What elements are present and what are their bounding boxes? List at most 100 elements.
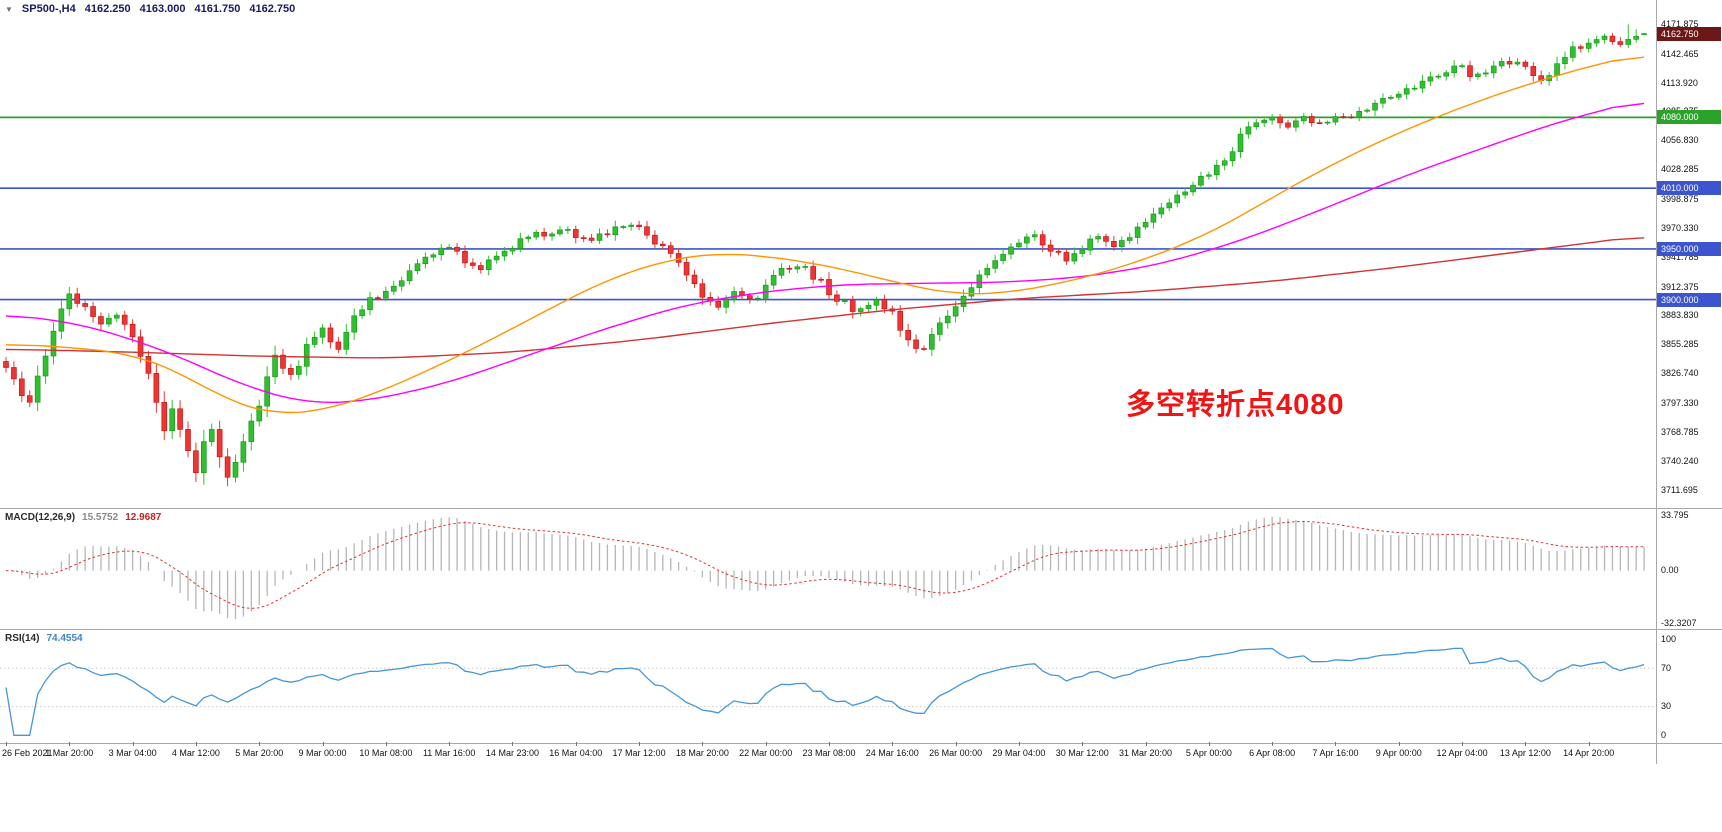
- price-axis[interactable]: 4171.8754142.4654113.9204085.3754056.830…: [1657, 0, 1722, 764]
- macd-scale-label: -32.3207: [1661, 617, 1697, 628]
- price-level-label-3900.000: 3900.000: [1657, 292, 1721, 307]
- price-level-label-3950.000: 3950.000: [1657, 241, 1721, 256]
- time-axis-label: 13 Apr 12:00: [1499, 748, 1551, 758]
- price-axis-label: 4113.920: [1661, 77, 1698, 88]
- high-value: 4163.000: [139, 3, 186, 15]
- collapse-indicators-button[interactable]: ▼: [5, 4, 13, 14]
- time-axis-label: 7 Apr 16:00: [1312, 748, 1359, 758]
- close-value: 4162.750: [249, 3, 296, 15]
- price-axis-label: 3883.830: [1661, 310, 1699, 321]
- pane-separator[interactable]: [0, 629, 1722, 630]
- price-level-label-4162.750: 4162.750: [1657, 26, 1721, 41]
- price-level-label-4010.000: 4010.000: [1657, 181, 1721, 196]
- time-axis-label: 1 Mar 20:00: [45, 748, 94, 758]
- time-axis-tick: [1462, 742, 1464, 746]
- time-axis-tick: [259, 742, 261, 746]
- time-axis-tick: [702, 742, 704, 746]
- rsi-value: 74.4554: [46, 633, 83, 644]
- price-axis-label: 4171.875: [1661, 18, 1699, 29]
- pane-separator[interactable]: [0, 743, 1722, 744]
- pane-separator[interactable]: [0, 508, 1722, 509]
- time-axis-label: 18 Mar 20:00: [675, 748, 729, 758]
- price-axis-border: [1656, 0, 1657, 764]
- time-axis-tick: [765, 742, 767, 746]
- chart-header: ▼ SP500-,H4 4162.250 4163.000 4161.750 4…: [5, 3, 295, 15]
- time-axis-label: 14 Mar 23:00: [485, 748, 539, 758]
- time-axis-tick: [132, 742, 134, 746]
- time-axis-tick: [829, 742, 830, 746]
- price-axis-label: 3941.785: [1661, 251, 1699, 262]
- macd-pane-label: MACD(12,26,9) 15.5752 12.9687: [5, 512, 161, 523]
- time-axis-tick: [1145, 742, 1147, 746]
- time-axis-tick: [1272, 742, 1274, 746]
- time-axis-label: 9 Apr 00:00: [1375, 748, 1422, 758]
- chart-annotation-text[interactable]: 多空转折点4080: [1126, 389, 1345, 421]
- ma-slow-line[interactable]: [5, 237, 1645, 359]
- open-value: 4162.250: [84, 3, 131, 15]
- time-axis-tick: [955, 742, 957, 746]
- time-axis-tick: [449, 742, 451, 746]
- rsi-indicator-canvas[interactable]: [0, 630, 1656, 743]
- time-axis-tick: [892, 742, 894, 746]
- time-axis-label: 6 Apr 08:00: [1249, 748, 1296, 758]
- time-axis-label: 5 Mar 20:00: [235, 748, 284, 758]
- time-axis-label: 24 Mar 16:00: [865, 748, 919, 758]
- rsi-scale-label: 0: [1661, 729, 1667, 740]
- macd-signal-value: 12.9687: [125, 512, 162, 523]
- time-axis-label: 9 Mar 00:00: [298, 748, 347, 758]
- time-axis-label: 10 Mar 08:00: [359, 748, 413, 758]
- macd-scale-label: 33.795: [1661, 510, 1689, 521]
- price-axis-label: 3768.785: [1661, 426, 1699, 437]
- time-axis-label: 26 Feb 2021: [2, 748, 53, 758]
- time-axis-tick: [6, 742, 7, 746]
- candlestick-chart-canvas[interactable]: [0, 0, 1656, 508]
- low-value: 4161.750: [194, 3, 241, 15]
- price-axis-label: 3855.285: [1661, 339, 1699, 350]
- time-axis-tick: [1082, 742, 1084, 746]
- macd-histogram: [13, 516, 1645, 620]
- macd-scale-label: 0.00: [1661, 565, 1679, 576]
- price-axis-label: 3711.695: [1661, 484, 1698, 495]
- price-axis-label: 3912.375: [1661, 281, 1699, 292]
- ma-mid-line[interactable]: [5, 102, 1645, 403]
- time-axis-label: 16 Mar 04:00: [549, 748, 603, 758]
- time-axis[interactable]: 26 Feb 2021 1 Mar 20:00 3 Mar 04:00 4 Mar 1…: [0, 742, 1656, 761]
- rsi-indicator-name: RSI(14): [5, 633, 40, 644]
- time-axis-label: 23 Mar 08:00: [802, 748, 856, 758]
- candles-layer: [3, 24, 1647, 487]
- time-axis-label: 3 Mar 04:00: [108, 748, 157, 758]
- rsi-pane-label: RSI(14) 74.4554: [5, 633, 83, 644]
- time-axis-label: 22 Mar 00:00: [739, 748, 793, 758]
- time-axis-tick: [385, 742, 387, 746]
- ma-fast-line[interactable]: [5, 56, 1645, 414]
- time-axis-tick: [1335, 742, 1337, 746]
- time-axis-tick: [639, 742, 641, 746]
- price-axis-label: 4028.285: [1661, 164, 1699, 175]
- price-axis-label: 3740.240: [1661, 455, 1699, 466]
- price-level-label-4080.000: 4080.000: [1657, 110, 1721, 125]
- symbol-timeframe-label: SP500-,H4: [21, 3, 76, 15]
- price-axis-label: 3826.740: [1661, 368, 1699, 379]
- macd-indicator-canvas[interactable]: [0, 509, 1656, 629]
- time-axis-tick: [69, 742, 71, 746]
- time-axis-label: 4 Mar 12:00: [171, 748, 220, 758]
- time-axis-tick: [1588, 742, 1590, 746]
- macd-main-value: 15.5752: [82, 512, 119, 523]
- time-axis-tick: [512, 742, 514, 746]
- rsi-scale-label: 30: [1661, 701, 1672, 712]
- time-axis-tick: [1398, 742, 1400, 746]
- price-axis-label: 3970.330: [1661, 222, 1699, 233]
- rsi-scale-label: 70: [1661, 662, 1672, 673]
- time-axis-label: 31 Mar 20:00: [1119, 748, 1173, 758]
- time-axis-tick: [1208, 742, 1210, 746]
- time-axis-label: 5 Apr 00:00: [1185, 748, 1232, 758]
- time-axis-label: 30 Mar 12:00: [1055, 748, 1109, 758]
- price-axis-label: 4142.465: [1661, 48, 1699, 59]
- price-axis-label: 3797.330: [1661, 397, 1699, 408]
- time-axis-tick: [195, 742, 197, 746]
- rsi-scale-label: 100: [1661, 634, 1677, 645]
- time-axis-label: 17 Mar 12:00: [612, 748, 666, 758]
- time-axis-tick: [1525, 742, 1527, 746]
- rsi-line: [5, 647, 1645, 736]
- price-axis-label: 4056.830: [1661, 135, 1699, 146]
